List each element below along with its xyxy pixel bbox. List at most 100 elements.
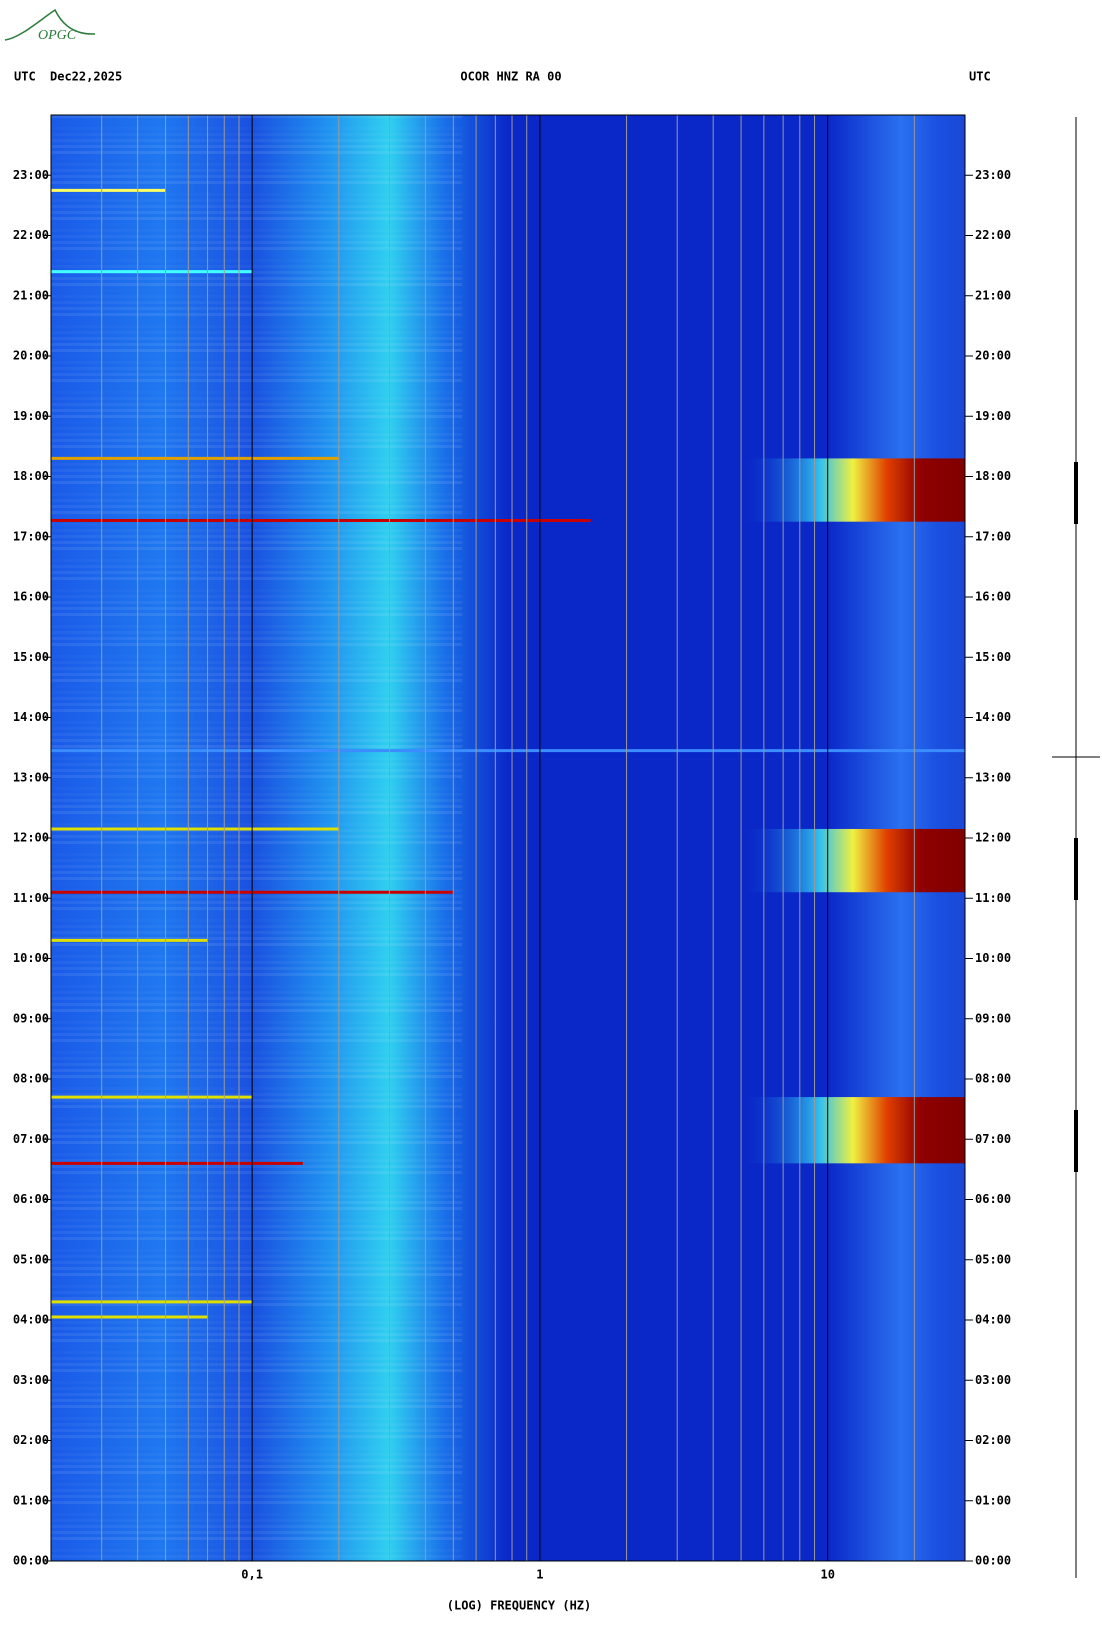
texture xyxy=(51,589,462,592)
texture xyxy=(51,1159,463,1162)
texture xyxy=(51,1519,462,1522)
texture xyxy=(51,697,463,700)
texture xyxy=(51,1285,462,1288)
texture xyxy=(51,919,462,922)
texture xyxy=(51,1555,463,1558)
texture xyxy=(51,817,462,820)
texture xyxy=(51,937,463,940)
chart-title: OCOR HNZ RA 00 xyxy=(460,70,561,84)
texture xyxy=(51,169,463,172)
texture xyxy=(51,1363,463,1366)
y-tick-label: 16:00 xyxy=(975,590,1011,604)
texture xyxy=(51,403,463,406)
x-axis-label: (LOG) FREQUENCY (HZ) xyxy=(447,1599,592,1613)
texture xyxy=(51,631,463,634)
texture xyxy=(51,1549,462,1552)
logo: OPGC xyxy=(38,28,77,43)
texture xyxy=(51,1393,463,1396)
texture xyxy=(51,1321,462,1324)
texture xyxy=(51,307,463,310)
y-tick-label: 20:00 xyxy=(975,349,1011,363)
texture xyxy=(51,1039,463,1042)
texture xyxy=(51,1351,462,1354)
texture xyxy=(51,859,462,862)
y-tick-label: 02:00 xyxy=(13,1433,49,1447)
texture xyxy=(51,871,463,874)
y-tick-label: 00:00 xyxy=(13,1554,49,1568)
texture xyxy=(51,829,463,832)
texture xyxy=(51,1513,462,1516)
texture xyxy=(51,1399,463,1402)
texture xyxy=(51,1471,463,1474)
texture xyxy=(51,565,463,568)
texture xyxy=(51,1081,462,1084)
timezone-left: UTC xyxy=(14,70,36,84)
texture xyxy=(51,607,463,610)
texture xyxy=(51,1345,462,1348)
texture xyxy=(51,1087,462,1090)
texture xyxy=(51,925,462,928)
texture xyxy=(51,571,463,574)
texture xyxy=(51,613,463,616)
texture xyxy=(51,541,463,544)
texture xyxy=(51,163,462,166)
texture xyxy=(51,439,463,442)
texture xyxy=(51,1339,463,1342)
texture xyxy=(51,289,462,292)
texture xyxy=(51,865,463,868)
texture xyxy=(51,673,463,676)
texture xyxy=(51,559,462,562)
texture xyxy=(51,787,462,790)
texture xyxy=(51,1333,463,1336)
texture xyxy=(51,1405,463,1408)
texture xyxy=(51,199,462,202)
texture xyxy=(51,1531,463,1534)
texture xyxy=(51,1261,463,1264)
texture xyxy=(51,1537,463,1540)
texture xyxy=(51,721,462,724)
y-tick-label: 08:00 xyxy=(975,1072,1011,1086)
texture xyxy=(51,1201,463,1204)
texture xyxy=(51,907,463,910)
y-tick-label: 05:00 xyxy=(975,1252,1011,1266)
y-tick-label: 17:00 xyxy=(975,529,1011,543)
texture xyxy=(51,445,463,448)
texture xyxy=(51,1435,463,1438)
texture xyxy=(51,397,462,400)
texture xyxy=(51,643,463,646)
y-tick-label: 01:00 xyxy=(975,1493,1011,1507)
texture xyxy=(51,931,463,934)
texture xyxy=(51,679,463,682)
y-tick-label: 20:00 xyxy=(13,349,49,363)
y-tick-label: 10:00 xyxy=(975,951,1011,965)
texture xyxy=(51,799,463,802)
texture xyxy=(51,1249,462,1252)
energy-band xyxy=(741,458,965,522)
texture xyxy=(51,373,463,376)
texture xyxy=(51,943,463,946)
texture xyxy=(51,973,463,976)
y-tick-label: 19:00 xyxy=(13,409,49,423)
texture xyxy=(51,709,463,712)
texture xyxy=(51,1423,463,1426)
y-tick-label: 22:00 xyxy=(13,228,49,242)
texture xyxy=(51,733,463,736)
trace-burst xyxy=(1074,1110,1078,1172)
texture xyxy=(51,115,463,118)
y-tick-label: 19:00 xyxy=(975,409,1011,423)
texture xyxy=(51,295,462,298)
texture xyxy=(51,277,463,280)
texture xyxy=(51,1003,463,1006)
texture xyxy=(51,1303,463,1306)
texture xyxy=(51,667,463,670)
texture xyxy=(51,883,462,886)
texture xyxy=(51,505,463,508)
texture xyxy=(51,475,463,478)
texture xyxy=(51,487,462,490)
texture xyxy=(51,1453,462,1456)
energy-band xyxy=(741,828,965,893)
texture xyxy=(51,1213,462,1216)
texture xyxy=(51,223,462,226)
texture xyxy=(51,1447,462,1450)
